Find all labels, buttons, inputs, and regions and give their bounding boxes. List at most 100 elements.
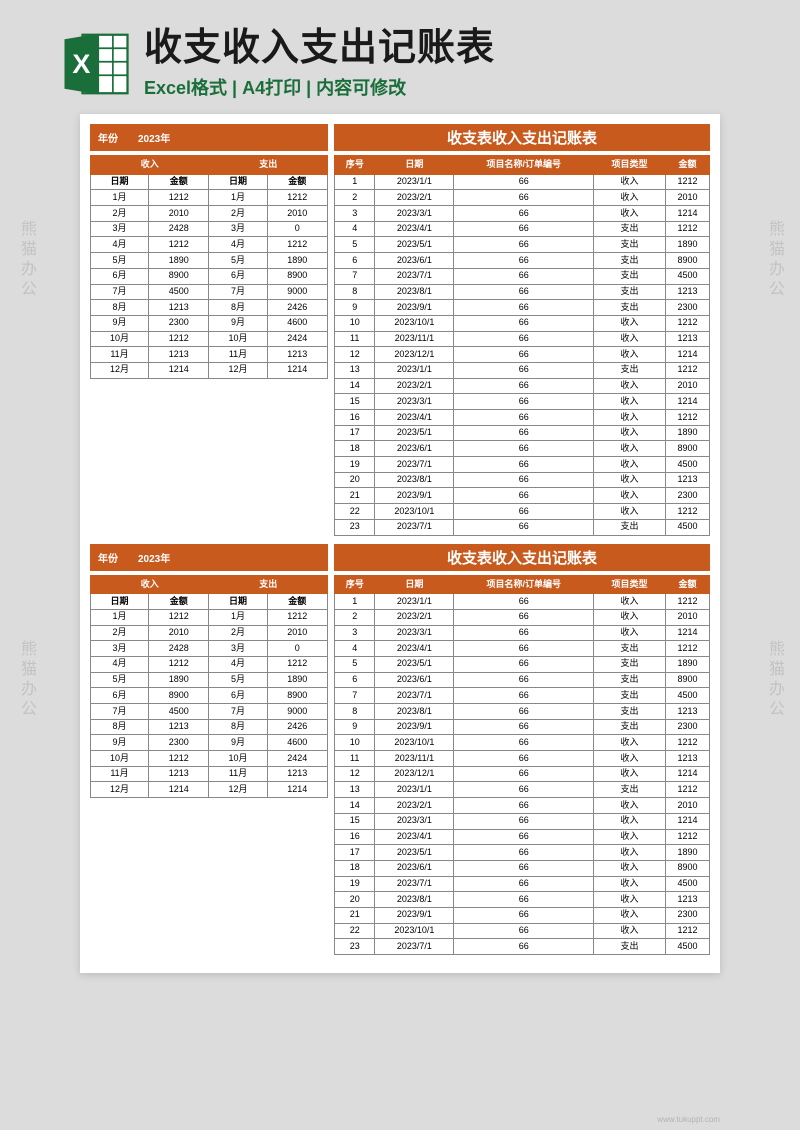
table-row: 32023/3/166收入1214 (335, 625, 710, 641)
year-box: 年份2023年 (90, 124, 328, 151)
table-row: 102023/10/166收入1212 (335, 315, 710, 331)
table-row: 6月89006月8900 (91, 688, 328, 704)
table-row: 92023/9/166支出2300 (335, 719, 710, 735)
table-row: 142023/2/166收入2010 (335, 798, 710, 814)
col-header: 日期 (375, 575, 454, 594)
table-row: 5月18905月1890 (91, 672, 328, 688)
footer-watermark: www.tukuppt.com (657, 1115, 720, 1124)
col-header: 金额 (666, 156, 710, 175)
table-row: 22023/2/166收入2010 (335, 609, 710, 625)
col-income: 收入 (91, 156, 209, 175)
table-row: 2月20102月2010 (91, 625, 328, 641)
table-row: 9月23009月4600 (91, 315, 328, 331)
col-header: 日期 (375, 156, 454, 175)
table-row: 182023/6/166收入8900 (335, 860, 710, 876)
col-header: 项目类型 (594, 575, 666, 594)
table-row: 1月12121月1212 (91, 609, 328, 625)
year-value: 2023年 (138, 550, 170, 565)
watermark: 熊猫办公 (14, 220, 38, 300)
table-row: 92023/9/166支出2300 (335, 300, 710, 316)
page-subtitle: Excel格式 | A4打印 | 内容可修改 (144, 74, 760, 100)
watermark: 熊猫办公 (14, 640, 38, 720)
table-row: 12月121412月1214 (91, 782, 328, 798)
table-row: 192023/7/166收入4500 (335, 876, 710, 892)
table-row: 202023/8/166收入1213 (335, 892, 710, 908)
table-row: 222023/10/166收入1212 (335, 923, 710, 939)
table-row: 10月121210月2424 (91, 331, 328, 347)
table-row: 12月121412月1214 (91, 362, 328, 378)
table-row: 7月45007月9000 (91, 284, 328, 300)
table-row: 212023/9/166收入2300 (335, 907, 710, 923)
table-row: 52023/5/166支出1890 (335, 656, 710, 672)
table-row: 1月12121月1212 (91, 190, 328, 206)
table-row: 232023/7/166支出4500 (335, 939, 710, 955)
table-row: 10月121210月2424 (91, 751, 328, 767)
year-label: 年份 (98, 550, 118, 565)
table-row: 42023/4/166支出1212 (335, 641, 710, 657)
table-row: 182023/6/166收入8900 (335, 441, 710, 457)
table-row: 12023/1/166收入1212 (335, 174, 710, 190)
page-header: X 收支收入支出记账表 Excel格式 | A4打印 | 内容可修改 (0, 0, 800, 114)
excel-icon: X (60, 28, 132, 100)
ledger-detail-table: 序号日期项目名称/订单编号项目类型金额12023/1/166收入12122202… (334, 155, 710, 536)
table-row: 172023/5/166收入1890 (335, 845, 710, 861)
table-row: 62023/6/166支出8900 (335, 672, 710, 688)
col-income: 收入 (91, 575, 209, 594)
table-row: 222023/10/166收入1212 (335, 504, 710, 520)
section-title: 收支表收入支出记账表 (334, 544, 710, 571)
col-header: 项目类型 (594, 156, 666, 175)
table-row: 72023/7/166支出4500 (335, 268, 710, 284)
table-row: 3月24283月0 (91, 641, 328, 657)
table-row: 232023/7/166支出4500 (335, 519, 710, 535)
table-row: 142023/2/166收入2010 (335, 378, 710, 394)
monthly-summary-table: 收入支出日期金额日期金额1月12121月12122月20102月20103月24… (90, 155, 328, 379)
col-header: 项目名称/订单编号 (454, 156, 594, 175)
table-row: 122023/12/166收入1214 (335, 347, 710, 363)
table-row: 12023/1/166收入1212 (335, 594, 710, 610)
table-row: 52023/5/166支出1890 (335, 237, 710, 253)
table-row: 9月23009月4600 (91, 735, 328, 751)
table-row: 202023/8/166收入1213 (335, 472, 710, 488)
col-amount: 金额 (149, 174, 209, 190)
table-row: 102023/10/166收入1212 (335, 735, 710, 751)
table-row: 42023/4/166支出1212 (335, 221, 710, 237)
table-row: 62023/6/166支出8900 (335, 253, 710, 269)
col-header: 项目名称/订单编号 (454, 575, 594, 594)
table-row: 8月12138月2426 (91, 719, 328, 735)
ledger-detail-table: 序号日期项目名称/订单编号项目类型金额12023/1/166收入12122202… (334, 575, 710, 956)
table-row: 132023/1/166支出1212 (335, 782, 710, 798)
table-row: 8月12138月2426 (91, 300, 328, 316)
table-row: 7月45007月9000 (91, 704, 328, 720)
col-date: 日期 (91, 594, 149, 610)
table-row: 162023/4/166收入1212 (335, 410, 710, 426)
table-row: 5月18905月1890 (91, 253, 328, 269)
table-row: 152023/3/166收入1214 (335, 394, 710, 410)
table-row: 162023/4/166收入1212 (335, 829, 710, 845)
col-date: 日期 (209, 594, 267, 610)
col-date: 日期 (91, 174, 149, 190)
ledger-section: 年份2023年收支表收入支出记账表收入支出日期金额日期金额1月12121月121… (90, 124, 710, 536)
col-header: 序号 (335, 575, 375, 594)
table-row: 11月121311月1213 (91, 347, 328, 363)
table-row: 122023/12/166收入1214 (335, 766, 710, 782)
year-box: 年份 2023年 (90, 544, 328, 571)
col-date: 日期 (209, 174, 267, 190)
page-title: 收支收入支出记账表 (144, 28, 760, 70)
table-row: 112023/11/166收入1213 (335, 331, 710, 347)
table-row: 11月121311月1213 (91, 766, 328, 782)
table-row: 212023/9/166收入2300 (335, 488, 710, 504)
table-row: 82023/8/166支出1213 (335, 284, 710, 300)
col-expense: 支出 (209, 575, 328, 594)
watermark: 熊猫办公 (762, 220, 786, 300)
col-amount: 金额 (267, 174, 328, 190)
col-header: 金额 (666, 575, 710, 594)
col-expense: 支出 (209, 156, 328, 175)
watermark: 熊猫办公 (762, 640, 786, 720)
ledger-section: 年份2023年收支表收入支出记账表收入支出日期金额日期金额1月12121月121… (90, 544, 710, 956)
table-row: 2月20102月2010 (91, 206, 328, 222)
table-row: 32023/3/166收入1214 (335, 206, 710, 222)
col-amount: 金额 (267, 594, 328, 610)
table-row: 112023/11/166收入1213 (335, 751, 710, 767)
col-header: 序号 (335, 156, 375, 175)
col-amount: 金额 (149, 594, 209, 610)
